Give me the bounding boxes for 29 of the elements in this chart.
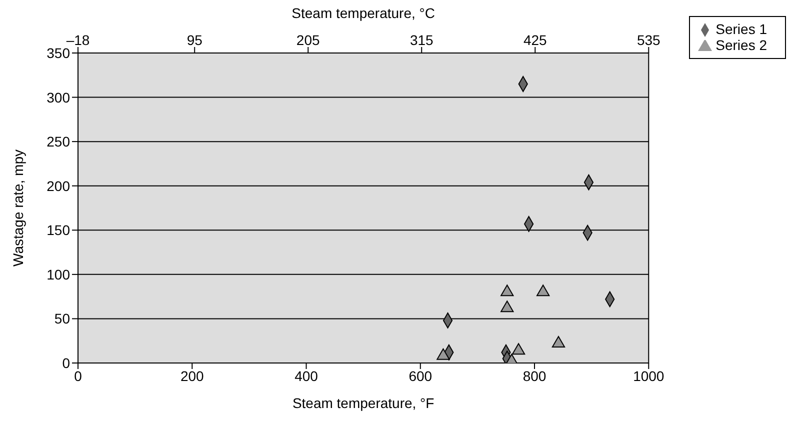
y-tick-label: 200 <box>46 178 70 194</box>
legend-label: Series 2 <box>716 37 767 54</box>
y-tick-label: 100 <box>46 266 70 282</box>
y-tick-label: 300 <box>46 89 70 106</box>
point <box>512 343 526 355</box>
x-tick-label: 200 <box>180 368 204 384</box>
legend-label: Series 1 <box>716 21 767 37</box>
x-tick-label: 400 <box>294 368 318 384</box>
y-tick-label: 250 <box>46 134 70 150</box>
y-axis-title: Wastage rate, mpy <box>10 150 26 266</box>
x2-tick-label: 535 <box>636 32 661 48</box>
y-tick-label: 50 <box>54 310 70 327</box>
x-tick-label: 0 <box>74 368 82 384</box>
x-tick-label: 800 <box>522 368 546 384</box>
point <box>536 284 550 296</box>
x2-tick-label: 425 <box>523 32 548 48</box>
x2-axis-title: Steam temperature, °C <box>292 4 435 21</box>
point <box>436 348 450 360</box>
y-tick-label: 150 <box>46 222 70 238</box>
point <box>500 300 514 312</box>
x2-tick-label: 315 <box>410 32 434 48</box>
y-tick-label: 0 <box>62 354 70 371</box>
x2-tick-label: 205 <box>296 32 320 48</box>
x-tick-label: 1000 <box>633 368 664 384</box>
point <box>500 284 514 296</box>
x-axis-title: Steam temperature, °F <box>292 395 434 411</box>
point <box>552 336 566 348</box>
x2-tick-label: 95 <box>186 32 203 48</box>
x-tick-label: 600 <box>408 368 432 384</box>
